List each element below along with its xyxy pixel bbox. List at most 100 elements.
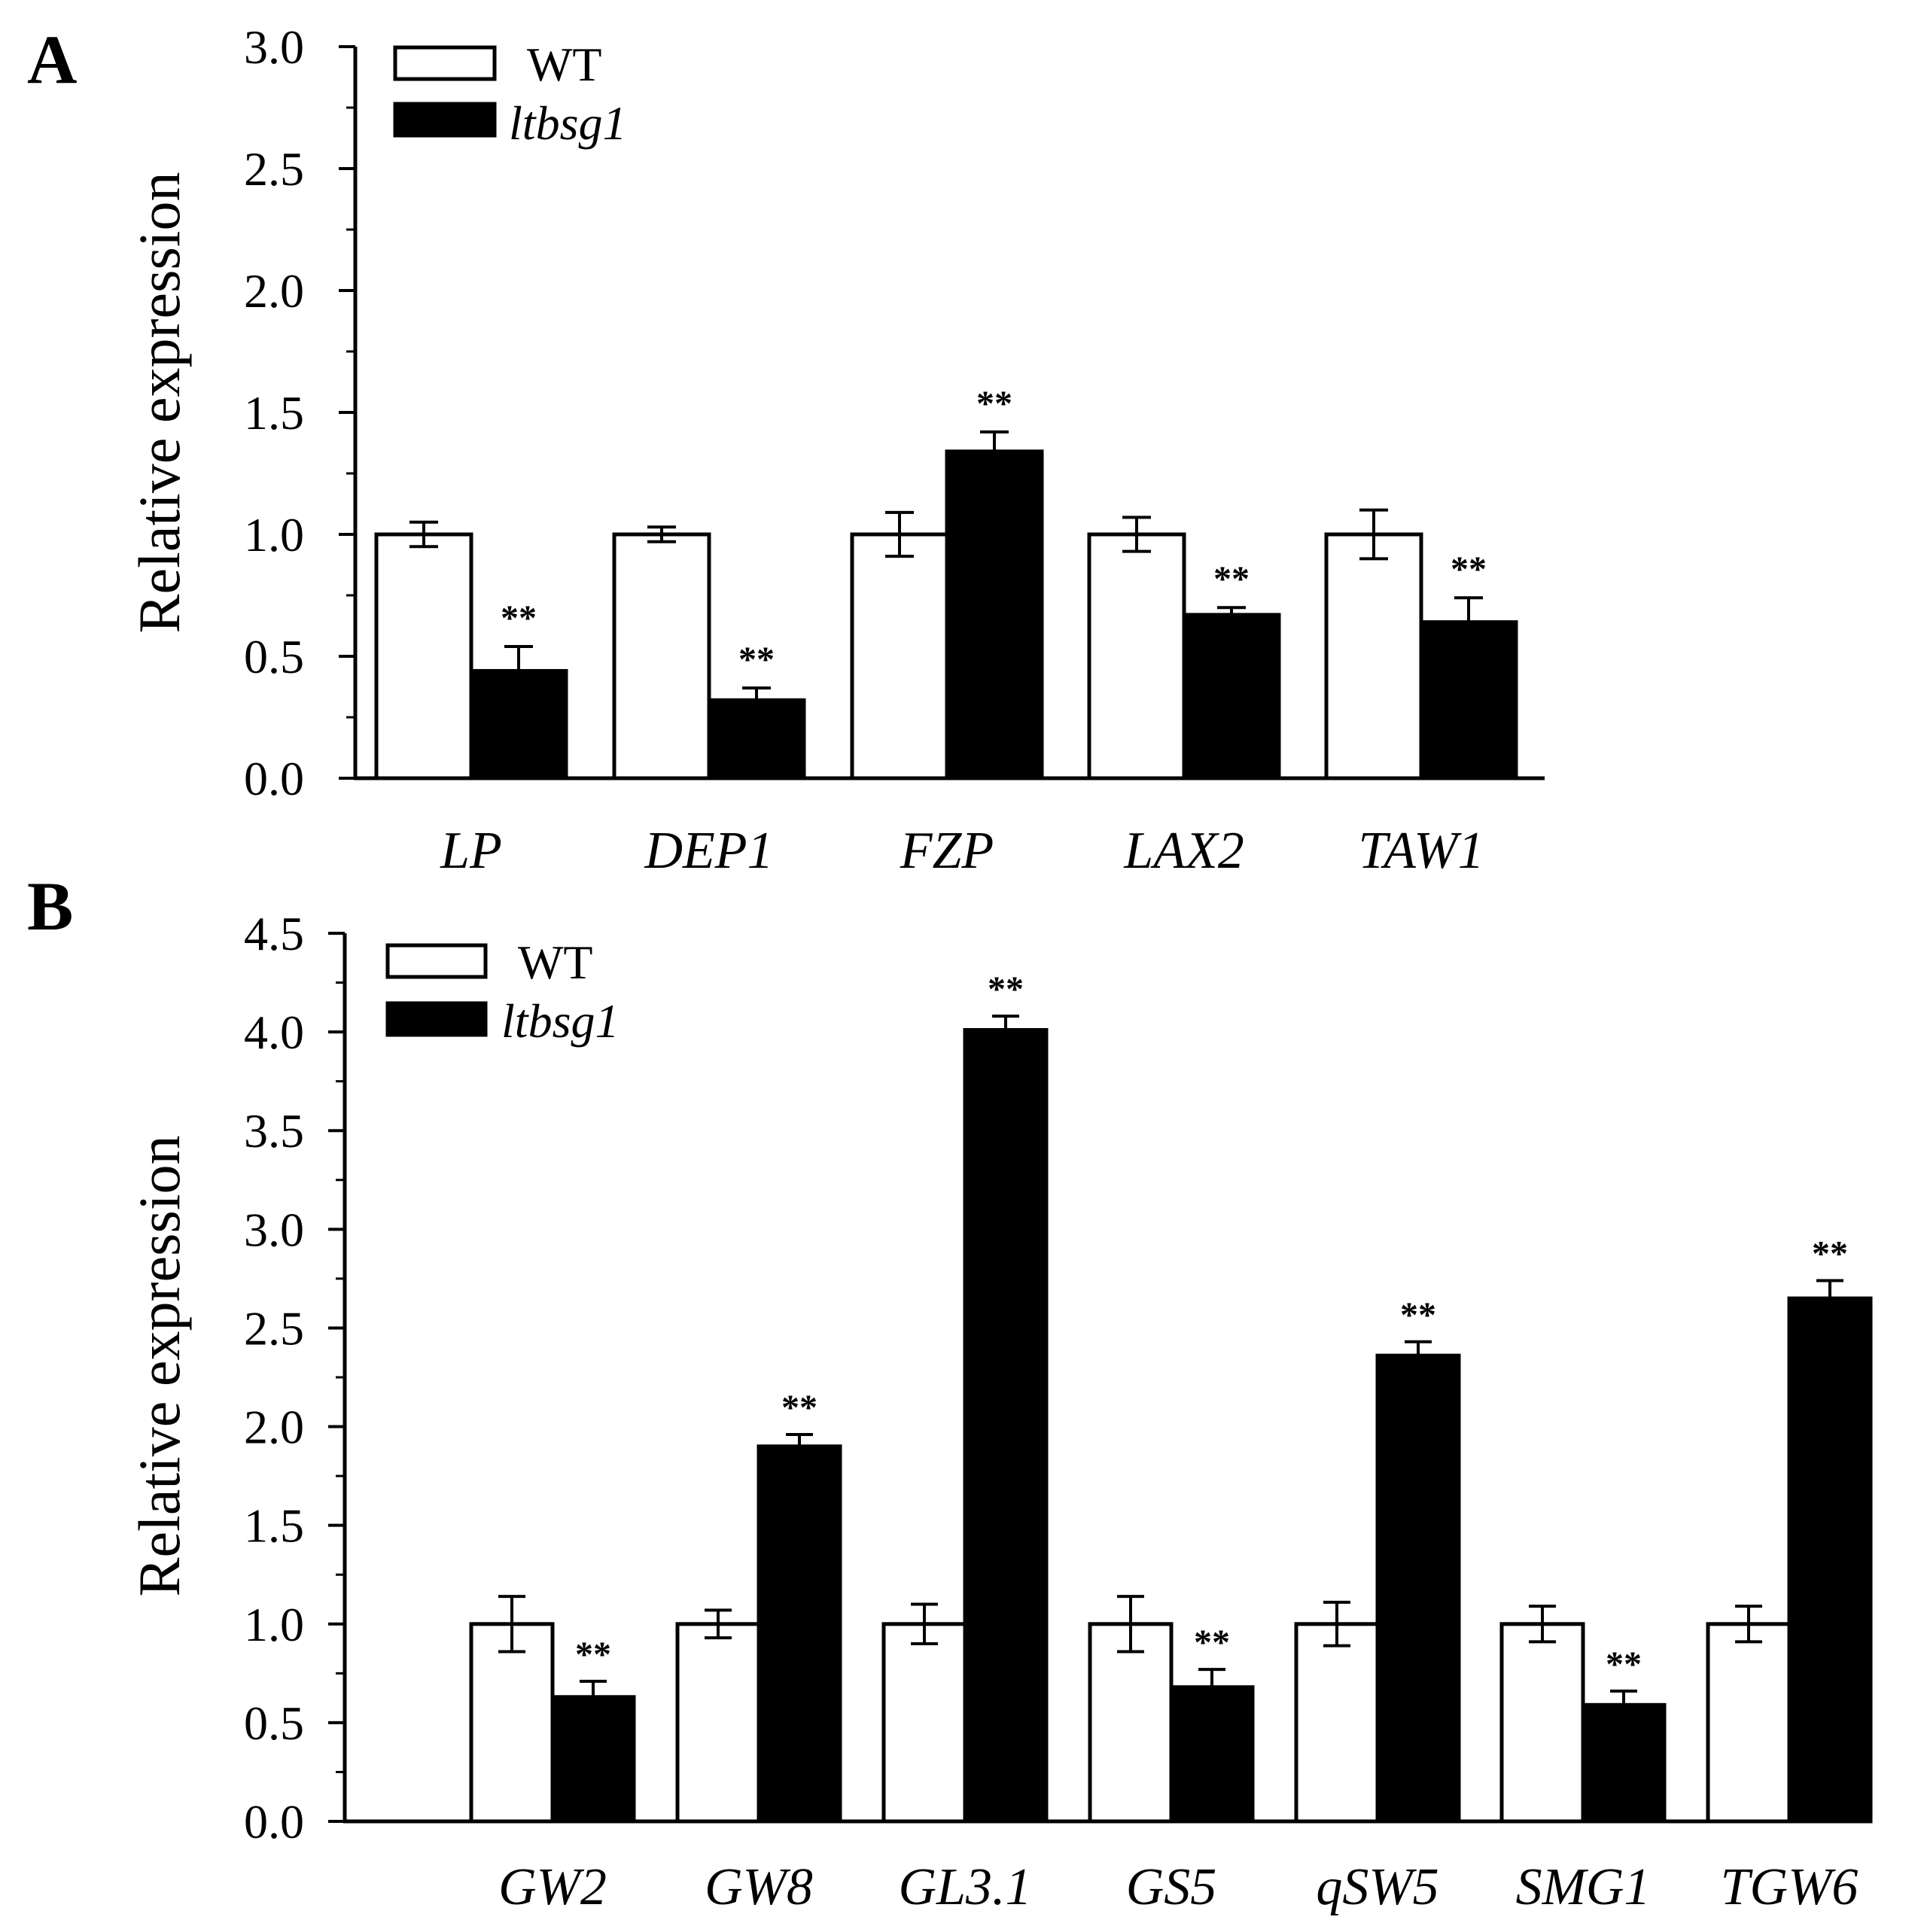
panel-b-error-bar-ltbsg1 [1610, 1689, 1637, 1705]
panel-a-x-tick-label: LP [440, 822, 502, 880]
panel-b-bar-ltbsg1 [963, 1027, 1049, 1824]
panel-b-error-bar-ltbsg1 [992, 1015, 1019, 1030]
panel-b-bar-wt [1706, 1622, 1792, 1824]
panel-a-error-bar-wt [1359, 508, 1388, 561]
panel-b-legend-swatch-wt [385, 943, 488, 979]
panel-b-y-tick-label: 1.0 [244, 1598, 304, 1651]
panel-a-significance-marker: ** [501, 598, 537, 638]
panel-a-y-tick-label: 1.5 [244, 386, 304, 440]
panel-b-legend: WT ltbsg1 [385, 936, 619, 1048]
panel-b-bar-ltbsg1 [1169, 1685, 1255, 1824]
panel-a-bars: ** LP ** DEP1 ** FZP ** LAX2 ** TAW1 [374, 384, 1518, 880]
panel-a-legend-label-wt: WT [527, 38, 602, 91]
panel-b-y-tick-label: 2.5 [244, 1301, 304, 1355]
panel-b-x-tick-label: GS5 [1126, 1858, 1217, 1916]
panel-b-significance-marker: ** [1194, 1623, 1230, 1663]
panel-b-error-bar-ltbsg1 [1198, 1668, 1225, 1687]
panel-a-bar-ltbsg1 [469, 668, 568, 780]
panel-a-bar-ltbsg1 [707, 698, 806, 780]
panel-a-x-tick-label: LAX2 [1123, 822, 1244, 880]
panel-a-error-bar-wt [409, 520, 438, 549]
panel-a-legend: WT ltbsg1 [393, 38, 626, 150]
panel-b-legend-swatch-ltbsg1 [385, 1001, 488, 1037]
panel-a-y-axis-title: Relative expression [126, 172, 192, 634]
panel-a-error-bar-ltbsg1 [504, 645, 533, 671]
panel-a-bar-ltbsg1 [945, 449, 1044, 780]
panel-b-error-bar-wt [911, 1602, 938, 1645]
panel-b-legend-label-wt: WT [518, 936, 593, 989]
panel-a-y-tick-label: 0.0 [244, 752, 304, 805]
panel-a-y-tick-label: 2.0 [244, 264, 304, 318]
panel-b-error-bar-wt [705, 1608, 732, 1640]
panel-b-significance-marker: ** [781, 1388, 817, 1428]
panel-b-bar-wt [1294, 1622, 1380, 1824]
panel-a-x-tick-label: TAW1 [1358, 822, 1484, 880]
panel-b-y-tick-label: 4.0 [244, 1006, 304, 1059]
panel-a-bar-wt [1087, 532, 1186, 780]
panel-b-error-bar-ltbsg1 [1816, 1279, 1843, 1299]
panel-b-y-tick-label: 0.5 [244, 1696, 304, 1750]
panel-b-significance-marker: ** [1400, 1295, 1436, 1335]
panel-b-significance-marker: ** [1812, 1234, 1848, 1274]
panel-b-bars: ** GW2 ** GW8 ** GL3.1 ** GS5 ** qSW5 ** SMG1 ** TGW6 [469, 969, 1873, 1916]
panel-b-bar-wt [675, 1622, 761, 1824]
panel-a-legend-swatch-wt [393, 45, 497, 81]
panel-b-x-tick-label: GW2 [498, 1858, 607, 1916]
panel-b-y-tick-label: 0.0 [244, 1795, 304, 1848]
panel-a-error-bar-wt [885, 510, 914, 558]
panel-a-significance-marker: ** [976, 384, 1012, 424]
panel-b-x-tick-label: GW8 [705, 1858, 813, 1916]
panel-a-error-bar-ltbsg1 [1454, 596, 1483, 622]
panel-b-bar-ltbsg1 [757, 1444, 842, 1824]
panel-a-y-tick-label: 3.0 [244, 20, 304, 74]
panel-a-y-tick-label: 1.0 [244, 508, 304, 561]
panel-a-bar-ltbsg1 [1419, 620, 1518, 780]
panel-b-y-tick-label: 2.0 [244, 1401, 304, 1454]
panel-b-bar-wt [469, 1622, 555, 1824]
panel-b-bar-ltbsg1 [1375, 1353, 1461, 1824]
panel-a-bar-wt [1324, 532, 1423, 780]
panel-b-y-tick-label: 3.0 [244, 1203, 304, 1256]
panel-a-error-bar-wt [647, 525, 676, 543]
panel-b-error-bar-wt [498, 1595, 525, 1654]
panel-b-x-tick-label: GL3.1 [899, 1858, 1032, 1916]
panel-b-error-bar-wt [1735, 1605, 1762, 1644]
panel-a-error-bar-ltbsg1 [742, 686, 771, 701]
panel-a-significance-marker: ** [1451, 549, 1487, 589]
panel-a-significance-marker: ** [1213, 559, 1250, 599]
panel-b-bar-ltbsg1 [1787, 1296, 1873, 1824]
panel-a-x-tick-label: DEP1 [644, 822, 773, 880]
panel-a-bar-ltbsg1 [1182, 613, 1281, 780]
panel-a-error-bar-wt [1122, 516, 1151, 553]
panel-a-y-tick-label: 0.5 [244, 630, 304, 683]
panel-a-bar-wt [374, 532, 473, 780]
panel-a-bar-wt [612, 532, 711, 780]
panel-b-significance-marker: ** [988, 969, 1024, 1009]
panel-b-legend-label-ltbsg1: ltbsg1 [501, 994, 619, 1048]
panel-b-chart: B Relative expression 0.0 0.5 1.0 1.5 2.0 2.5… [27, 868, 1873, 1916]
panel-a-x-tick-label: FZP [900, 822, 994, 880]
panel-b-bar-wt [1088, 1622, 1174, 1824]
panel-a-error-bar-ltbsg1 [1217, 606, 1246, 615]
panel-b-x-tick-label: TGW6 [1721, 1858, 1859, 1916]
panel-b-error-bar-wt [1117, 1595, 1144, 1654]
panel-b-error-bar-ltbsg1 [786, 1433, 813, 1447]
panel-a-letter: A [27, 21, 77, 98]
panel-a-error-bar-ltbsg1 [980, 430, 1009, 452]
panel-b-error-bar-ltbsg1 [580, 1679, 607, 1697]
panel-a-y-tick-label: 2.5 [244, 142, 304, 196]
panel-b-x-tick-label: qSW5 [1316, 1858, 1438, 1916]
panel-b-bar-wt [881, 1622, 967, 1824]
panel-b-error-bar-wt [1323, 1600, 1350, 1648]
panel-b-significance-marker: ** [575, 1635, 611, 1675]
panel-b-x-tick-label: SMG1 [1516, 1858, 1651, 1916]
panel-b-y-tick-label: 3.5 [244, 1104, 304, 1158]
panel-b-bar-wt [1499, 1622, 1585, 1824]
panel-b-y-axis-title: Relative expression [126, 1136, 192, 1597]
panel-a-legend-swatch-ltbsg1 [393, 102, 497, 138]
panel-b-letter: B [27, 868, 73, 945]
panel-b-error-bar-wt [1529, 1605, 1556, 1644]
